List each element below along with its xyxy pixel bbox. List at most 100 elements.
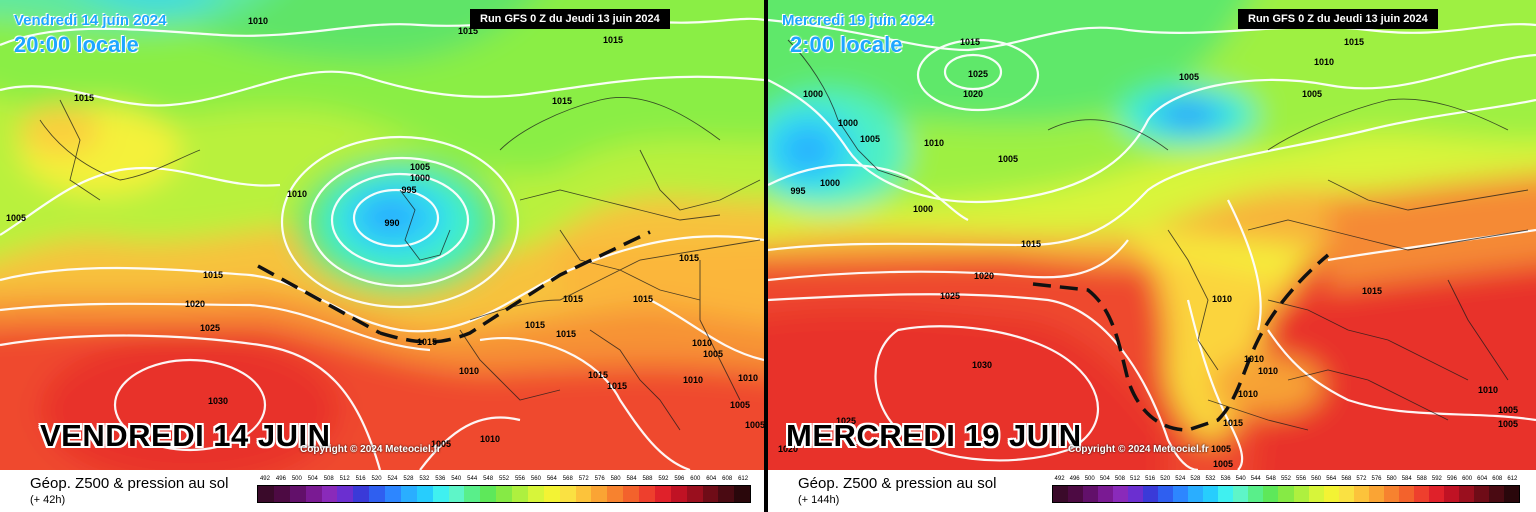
- legend-color-swatch: [1248, 486, 1264, 502]
- legend-tick-label: 608: [1492, 476, 1503, 482]
- legend-tick-label: 568: [1341, 476, 1352, 482]
- legend-color-swatch: [686, 486, 703, 502]
- isobar-label: 1025: [836, 416, 856, 426]
- isobar-label: 1010: [1244, 354, 1264, 364]
- legend-color-swatch: [1368, 486, 1384, 502]
- isobar-label: 1020: [974, 271, 994, 281]
- legend-tick-label: 524: [387, 476, 398, 482]
- legend-tick-label: 504: [1099, 476, 1110, 482]
- legend-tick-label: 500: [291, 476, 302, 482]
- legend-tick-labels: 492 496 500 504 508 512 516 520 524 528 532 536 540 5…: [257, 474, 751, 485]
- legend-color-swatch: [1308, 486, 1324, 502]
- color-scale-legend: 492 496 500 504 508 512 516 520 524 528 532 536 540 5…: [257, 474, 751, 508]
- isobar-label: 1030: [972, 360, 992, 370]
- legend-tick-label: 524: [1175, 476, 1186, 482]
- isobar-label: 1015: [417, 337, 437, 347]
- isobar-label: 1005: [431, 439, 451, 449]
- isobar-label: 1025: [968, 69, 988, 79]
- legend-tick-label: 496: [1069, 476, 1080, 482]
- legend-tick-label: 552: [1280, 476, 1291, 482]
- isobar-label: 1015: [552, 96, 572, 106]
- legend-color-swatch: [654, 486, 671, 502]
- isobar-label: 1015: [679, 253, 699, 263]
- legend-tick-label: 548: [483, 476, 494, 482]
- legend-color-swatch: [1428, 486, 1444, 502]
- legend-tick-label: 600: [690, 476, 701, 482]
- legend-tick-label: 576: [1371, 476, 1382, 482]
- isobar-label: 1015: [74, 93, 94, 103]
- legend-tick-label: 604: [706, 476, 717, 482]
- color-scale-legend: 492 496 500 504 508 512 516 520 524 528 532 536 540 5…: [1052, 474, 1520, 508]
- legend-tick-label: 532: [419, 476, 430, 482]
- legend-color-swatch: [1233, 486, 1249, 502]
- legend-color-swatch: [591, 486, 608, 502]
- legend-color-swatch: [448, 486, 465, 502]
- legend-tick-label: 608: [722, 476, 733, 482]
- map-panel-left: 1010 1015 1015 1015 1015 1010 1005 1000 995 990 10…: [0, 0, 764, 512]
- isobar-label: 1010: [248, 16, 268, 26]
- legend-tick-label: 592: [658, 476, 669, 482]
- isobar-label: 1000: [410, 173, 430, 183]
- product-title: Géop. Z500 & pression au sol: [30, 475, 229, 492]
- legend-color-swatch: [1488, 486, 1504, 502]
- legend-tick-label: 544: [1250, 476, 1261, 482]
- legend-color-swatch: [1143, 486, 1159, 502]
- legend-tick-label: 556: [514, 476, 525, 482]
- legend-tick-label: 580: [610, 476, 621, 482]
- legend-tick-label: 556: [1296, 476, 1307, 482]
- isobar-label: 1010: [738, 373, 758, 383]
- isobar-label: 1010: [480, 434, 500, 444]
- isobar-label: 1010: [924, 138, 944, 148]
- legend-tick-label: 568: [562, 476, 573, 482]
- legend-tick-label: 520: [1160, 476, 1171, 482]
- isobar-label: 1010: [683, 375, 703, 385]
- legend-color-swatch: [1473, 486, 1489, 502]
- legend-color-swatch: [1218, 486, 1234, 502]
- isobar-label: 1005: [410, 162, 430, 172]
- legend-tick-label: 564: [1326, 476, 1337, 482]
- legend-tick-label: 596: [1446, 476, 1457, 482]
- isobar-label: 1010: [692, 338, 712, 348]
- legend-color-swatch: [734, 486, 751, 502]
- isobar-label: 1015: [1223, 418, 1243, 428]
- legend-tick-label: 536: [435, 476, 446, 482]
- map-panel-right: 1015 1025 1020 1000 1000 1005 1010 1005 995 1000 1…: [768, 0, 1536, 512]
- isobar-label: 1010: [459, 366, 479, 376]
- legend-color-swatch: [623, 486, 639, 502]
- isobar-label: 1015: [1344, 37, 1364, 47]
- legend-tick-label: 496: [275, 476, 286, 482]
- isobar-label: 1005: [860, 134, 880, 144]
- copyright-label: Copyright © 2024 Meteociel.fr: [300, 444, 441, 455]
- legend-color-swatch: [1338, 486, 1354, 502]
- legend-tick-label: 500: [1084, 476, 1095, 482]
- local-time-label: 20:00 locale: [14, 32, 139, 57]
- legend-color-swatch: [1353, 486, 1369, 502]
- day-overlay-title: VENDREDI 14 JUIN: [40, 418, 331, 453]
- isobar-label: 1015: [556, 329, 576, 339]
- isobar-label: 1020: [778, 444, 798, 454]
- isobar-label: 995: [401, 185, 416, 195]
- legend-tick-labels: 492 496 500 504 508 512 516 520 524 528 532 536 540 5…: [1052, 474, 1520, 485]
- legend-color-swatch: [1083, 486, 1099, 502]
- isobar-label: 1015: [563, 294, 583, 304]
- legend-color-swatch: [273, 486, 290, 502]
- legend-tick-label: 588: [1416, 476, 1427, 482]
- lead-time-label: (+ 42h): [30, 494, 66, 506]
- isobar-label: 1005: [745, 420, 764, 430]
- legend-tick-label: 516: [1145, 476, 1156, 482]
- isobar-label: 1015: [633, 294, 653, 304]
- isobar-label: 1010: [1258, 366, 1278, 376]
- legend-tick-label: 600: [1462, 476, 1473, 482]
- legend-color-swatch: [258, 486, 274, 502]
- legend-tick-label: 544: [467, 476, 478, 482]
- legend-color-swatch: [416, 486, 433, 502]
- legend-color-swatch: [1263, 486, 1279, 502]
- legend-color-swatch: [718, 486, 735, 502]
- legend-color-swatch: [639, 486, 655, 502]
- caption-bar: Géop. Z500 & pression au sol (+ 42h) 492…: [0, 470, 764, 512]
- isobar-label: 1005: [998, 154, 1018, 164]
- legend-tick-label: 588: [642, 476, 653, 482]
- legend-color-swatch: [559, 486, 576, 502]
- legend-color-swatch: [337, 486, 354, 502]
